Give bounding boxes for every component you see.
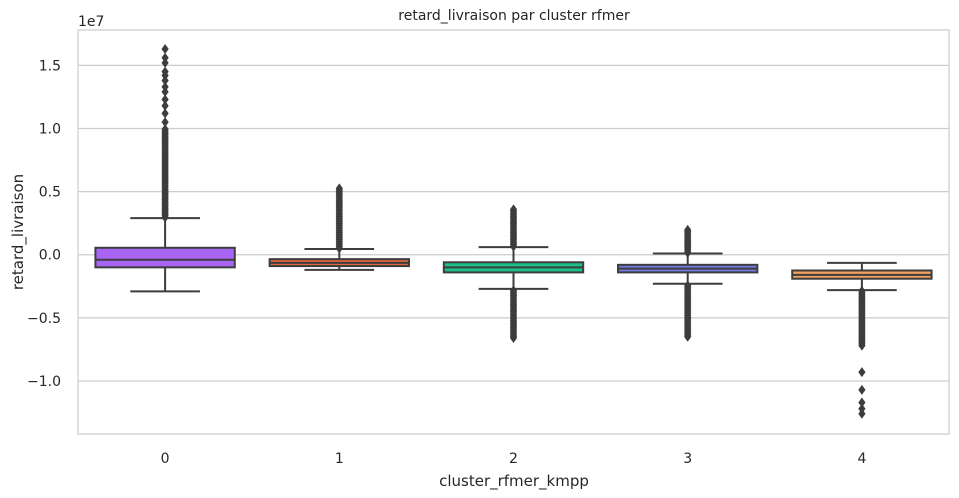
- box-iqr: [94, 246, 236, 269]
- outlier-point: [509, 285, 518, 296]
- y-offset-label: 1e7: [78, 14, 104, 30]
- x-tick-label: 1: [335, 451, 344, 467]
- box-1: [268, 183, 410, 271]
- outlier-point: [858, 285, 866, 296]
- outlier-point: [161, 108, 169, 119]
- x-tick-label: 3: [683, 451, 692, 467]
- outlier-point: [858, 408, 866, 419]
- outliers: [509, 204, 518, 344]
- box-2: [442, 204, 585, 344]
- outlier-point: [161, 75, 169, 86]
- box-layer: [94, 43, 933, 419]
- outlier-point: [161, 100, 169, 111]
- box-3: [617, 224, 759, 342]
- outlier-point: [161, 43, 169, 54]
- outlier-point: [858, 384, 866, 395]
- outlier-point: [161, 57, 169, 68]
- y-tick-label: 0.0: [39, 248, 61, 264]
- y-tick-label: −0.5: [27, 311, 61, 327]
- outliers: [684, 224, 692, 342]
- y-tick-label: −1.0: [27, 374, 61, 390]
- outlier-point: [684, 224, 692, 235]
- y-tick-label: 1.5: [39, 58, 61, 74]
- chart-title: retard_livraison par cluster rfmer: [398, 8, 630, 24]
- outlier-point: [161, 117, 169, 128]
- outlier-point: [858, 397, 866, 408]
- x-tick-labels: 0 1 2 3 4: [161, 451, 867, 467]
- y-tick-label: 1.0: [39, 121, 61, 137]
- outlier-point: [161, 86, 169, 97]
- outlier-point: [161, 66, 169, 77]
- plot-frame: [77, 29, 950, 435]
- outlier-point: [161, 81, 169, 92]
- outlier-point: [858, 403, 866, 414]
- outliers: [858, 285, 866, 419]
- y-tick-labels: −1.0 −0.5 0.0 0.5 1.0 1.5: [27, 58, 61, 390]
- box-4: [791, 261, 933, 419]
- outlier-point: [858, 367, 866, 378]
- box-0: [94, 43, 236, 293]
- x-tick-label: 4: [857, 451, 866, 467]
- outlier-point: [509, 204, 518, 215]
- y-tick-label: 0.5: [39, 185, 61, 201]
- x-axis-label: cluster_rfmer_kmpp: [439, 472, 589, 491]
- outlier-point: [161, 52, 169, 63]
- outlier-point: [161, 124, 169, 135]
- x-tick-label: 0: [161, 451, 170, 467]
- outlier-point: [335, 183, 343, 194]
- outliers: [335, 183, 343, 254]
- x-tick-label: 2: [509, 451, 518, 467]
- outlier-point: [684, 280, 692, 291]
- outliers: [161, 43, 169, 223]
- y-axis-label: retard_livraison: [9, 174, 28, 290]
- outlier-point: [161, 94, 169, 105]
